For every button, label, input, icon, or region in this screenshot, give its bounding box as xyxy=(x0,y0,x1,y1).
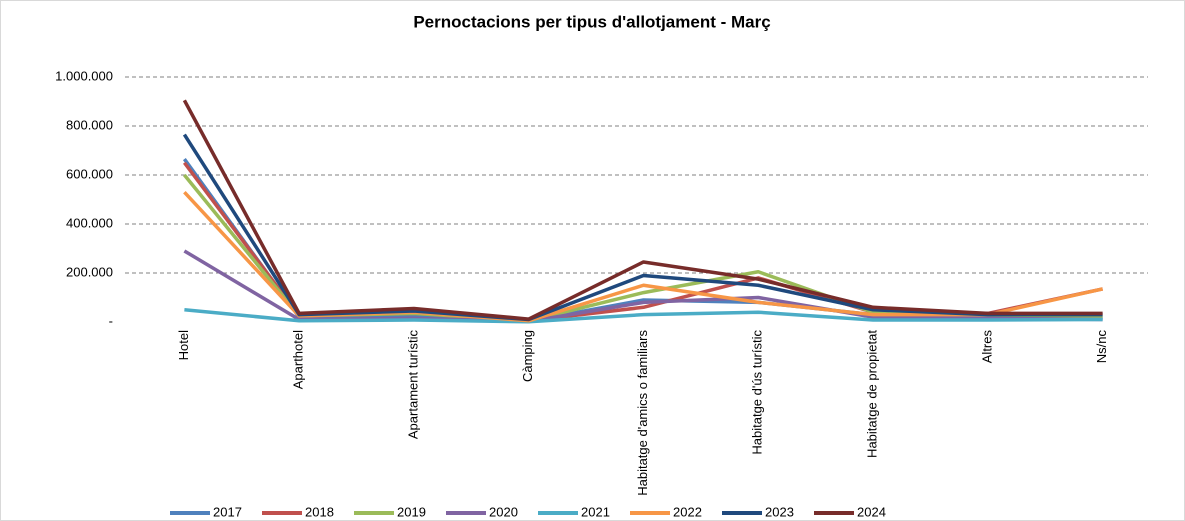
y-tick-label: 800.000 xyxy=(66,117,113,132)
x-tick-label: Apartament turístic xyxy=(405,330,420,440)
x-tick-label: Ns/nc xyxy=(1094,330,1109,364)
x-tick-label: Aparthotel xyxy=(291,330,306,389)
legend-label: 2024 xyxy=(857,504,886,519)
series-line xyxy=(184,308,1103,324)
y-tick-label: 400.000 xyxy=(66,215,113,230)
legend-label: 2023 xyxy=(765,504,794,519)
x-tick-label: Habitatge de propietat xyxy=(864,330,879,458)
legend-label: 2022 xyxy=(673,504,702,519)
x-tick-label: Hotel xyxy=(176,330,191,360)
legend-label: 2019 xyxy=(397,504,426,519)
x-tick-label: Habitatge d'ús turístic xyxy=(750,330,765,455)
y-tick-label: - xyxy=(109,313,113,328)
legend-label: 2017 xyxy=(213,504,242,519)
y-tick-label: 200.000 xyxy=(66,264,113,279)
chart-title: Pernoctacions per tipus d'allotjament - … xyxy=(413,12,770,31)
legend-label: 2021 xyxy=(581,504,610,519)
series-line xyxy=(182,99,1103,321)
x-tick-label: Habitatge d'amics o familiars xyxy=(635,330,650,496)
legend-label: 2018 xyxy=(305,504,334,519)
x-tick-label: Càmping xyxy=(520,330,535,382)
y-tick-label: 1.000.000 xyxy=(55,68,113,83)
x-tick-label: Altres xyxy=(979,330,994,364)
legend-label: 2020 xyxy=(489,504,518,519)
y-tick-label: 600.000 xyxy=(66,166,113,181)
